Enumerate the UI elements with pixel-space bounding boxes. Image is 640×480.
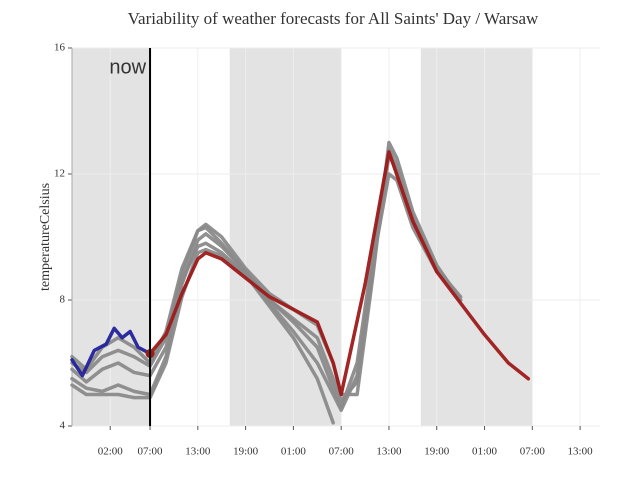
x-tick-label: 07:00 xyxy=(329,446,355,458)
x-tick-label: 13:00 xyxy=(376,446,402,458)
chart-title: Variability of weather forecasts for All… xyxy=(128,9,539,28)
x-tick-label: 19:00 xyxy=(424,446,450,458)
x-tick-label: 07:00 xyxy=(138,446,164,458)
x-tick-label: 02:00 xyxy=(98,446,124,458)
series-line xyxy=(148,150,531,397)
series-line xyxy=(70,326,152,378)
shaded-region xyxy=(72,48,151,426)
series-line xyxy=(70,140,463,397)
x-tick-label: 13:00 xyxy=(185,446,211,458)
x-tick-label: 01:00 xyxy=(472,446,498,458)
now-label: now xyxy=(109,56,146,78)
y-tick-label: 8 xyxy=(60,294,66,306)
shaded-region xyxy=(420,48,533,426)
y-tick-label: 16 xyxy=(54,42,66,54)
x-tick-label: 01:00 xyxy=(281,446,307,458)
x-tick-label: 07:00 xyxy=(520,446,546,458)
y-tick-label: 4 xyxy=(60,420,66,432)
x-tick-label: 19:00 xyxy=(233,446,259,458)
x-tick-label: 13:00 xyxy=(568,446,594,458)
y-tick-label: 12 xyxy=(54,168,65,180)
y-axis-label: temperatureCelsius xyxy=(38,183,53,291)
